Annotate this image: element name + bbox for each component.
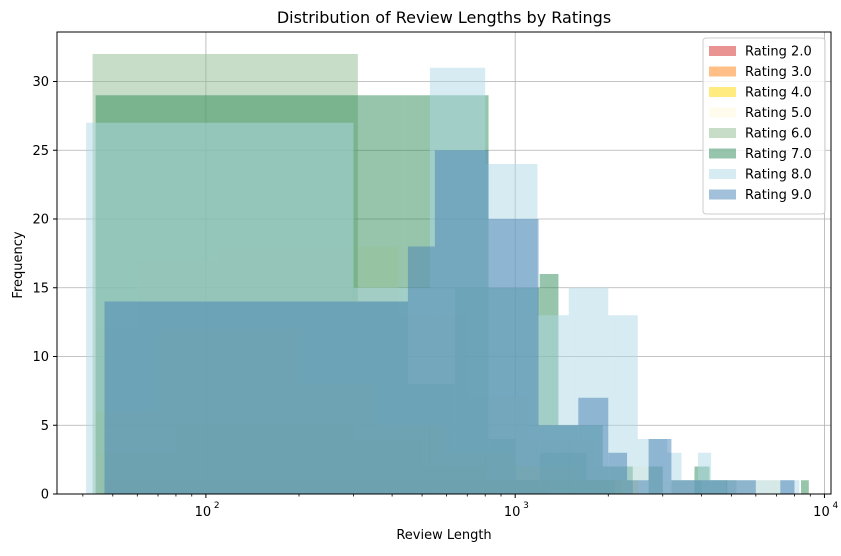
y-axis-ticks: 0 5 10 15 20 25 30 xyxy=(32,75,57,503)
legend-swatch xyxy=(709,148,736,159)
legend-swatch xyxy=(709,128,736,138)
histogram-bar xyxy=(690,480,712,494)
histogram-bar xyxy=(648,439,672,494)
y-tick-label: 0 xyxy=(41,488,49,503)
y-tick-label: 30 xyxy=(32,75,49,90)
x-tick-label: 10 xyxy=(504,505,521,520)
histogram-bar xyxy=(407,246,435,494)
chart-title: Distribution of Review Lengths by Rating… xyxy=(277,8,611,27)
x-axis-ticks: 10 2 10 3 10 4 xyxy=(82,494,838,520)
legend-label: Rating 5.0 xyxy=(745,106,812,121)
y-tick-label: 25 xyxy=(32,144,49,159)
histogram-bar xyxy=(538,425,579,494)
legend-swatch xyxy=(709,87,736,97)
legend-swatch xyxy=(709,107,736,118)
histogram-bars xyxy=(86,54,809,494)
x-tick-label: 10 xyxy=(195,505,212,520)
histogram-bar xyxy=(753,480,777,494)
legend-label: Rating 8.0 xyxy=(745,168,812,183)
x-tick-exponent: 3 xyxy=(523,501,529,511)
histogram-bar xyxy=(608,452,628,494)
legend-swatch xyxy=(709,169,736,179)
legend-label: Rating 9.0 xyxy=(745,188,812,203)
legend-label: Rating 3.0 xyxy=(745,65,812,80)
legend-swatch xyxy=(709,46,736,56)
x-tick-exponent: 4 xyxy=(832,501,838,511)
y-tick-label: 15 xyxy=(32,281,49,296)
histogram-bar xyxy=(671,480,691,494)
x-tick-exponent: 2 xyxy=(214,501,220,511)
histogram-bar xyxy=(578,397,609,494)
legend-swatch xyxy=(709,189,736,200)
legend: Rating 2.0 Rating 3.0 Rating 4.0 Rating 5.0… xyxy=(702,37,826,215)
y-axis-label: Frequency xyxy=(11,231,26,298)
histogram-bar xyxy=(780,480,795,494)
series-8 xyxy=(104,150,795,494)
histogram-bar xyxy=(627,480,649,494)
legend-label: Rating 4.0 xyxy=(745,86,812,101)
y-tick-label: 10 xyxy=(32,350,49,365)
y-tick-label: 20 xyxy=(32,213,49,228)
x-tick-label: 10 xyxy=(813,505,830,520)
histogram-bar xyxy=(736,480,756,494)
histogram-bar xyxy=(801,480,809,494)
axes-frame xyxy=(56,31,832,495)
legend-label: Rating 2.0 xyxy=(745,45,812,60)
x-axis-label: Review Length xyxy=(396,528,491,543)
legend-swatch xyxy=(709,66,736,77)
y-tick-label: 5 xyxy=(41,419,49,434)
legend-label: Rating 6.0 xyxy=(745,127,812,142)
histogram-bar xyxy=(711,480,737,494)
histogram-bar xyxy=(488,219,539,494)
histogram-bar xyxy=(104,301,408,494)
legend-label: Rating 7.0 xyxy=(745,147,812,162)
histogram-bar xyxy=(434,150,489,494)
